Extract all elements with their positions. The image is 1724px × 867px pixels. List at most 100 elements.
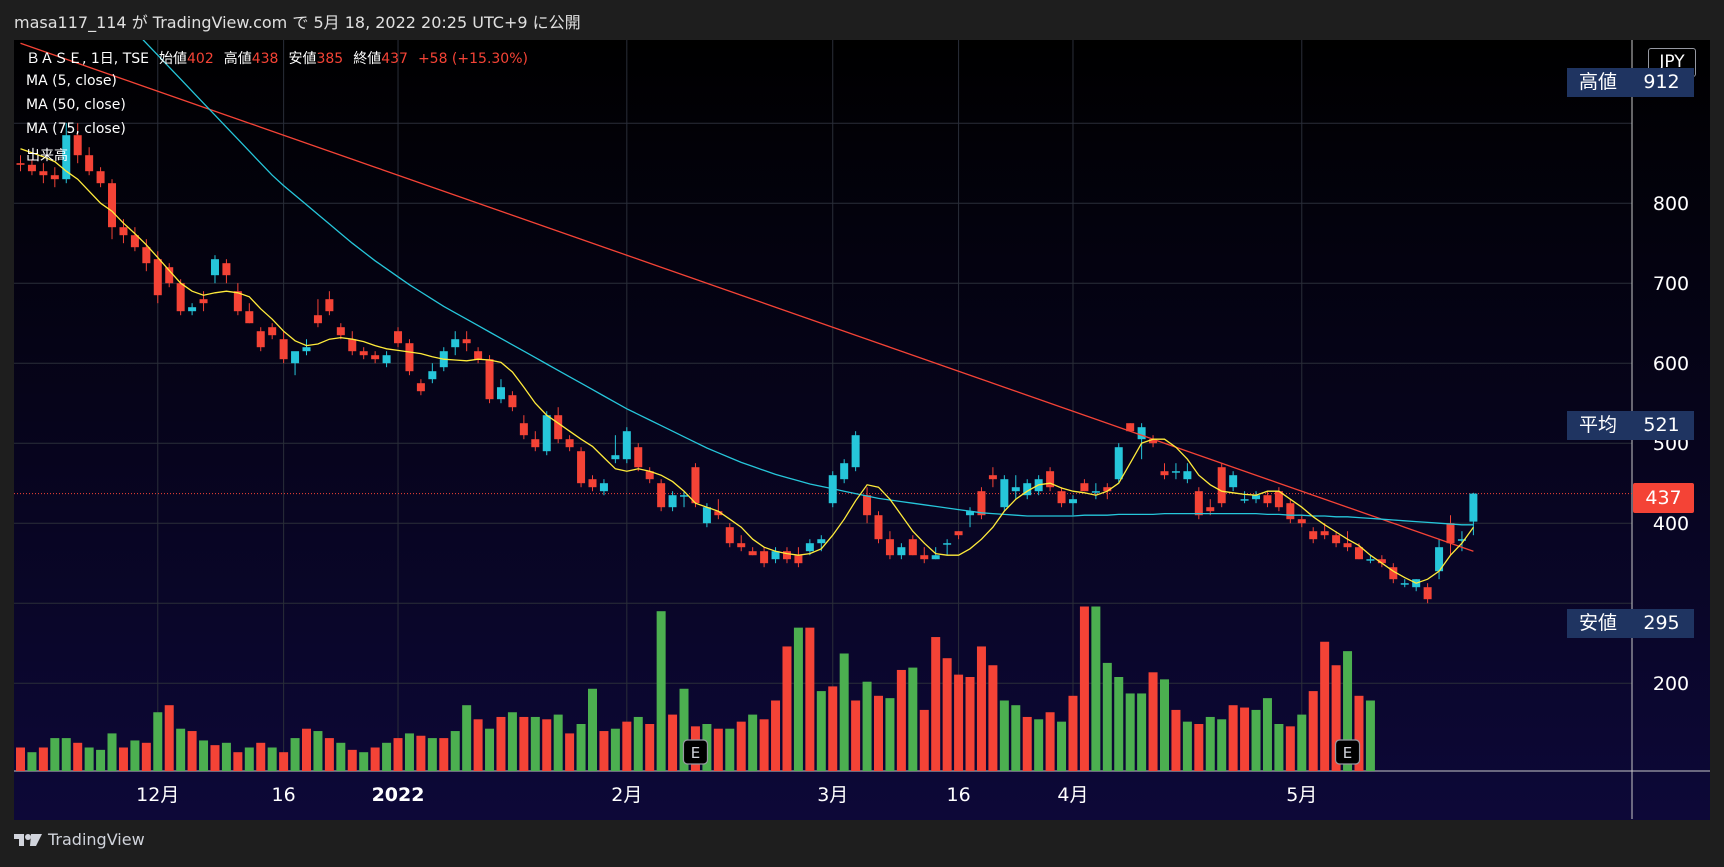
- candle-body: [1389, 567, 1398, 580]
- candle-body: [1080, 483, 1089, 492]
- volume-bar: [759, 719, 769, 771]
- publisher-name[interactable]: masa117_114: [14, 13, 127, 32]
- volume-bars: [16, 606, 1375, 771]
- candle-body: [451, 339, 460, 348]
- ma75-line: [20, 42, 1474, 552]
- candle-body: [394, 331, 403, 344]
- price-tick-label: 700: [1653, 273, 1689, 295]
- volume-bar: [164, 705, 174, 771]
- volume-bar: [1205, 716, 1215, 771]
- candle-body: [1332, 535, 1341, 544]
- candle-body: [897, 547, 906, 556]
- volume-bar: [507, 712, 517, 771]
- candle-body: [62, 135, 71, 180]
- high-tag-label: 高値: [1567, 68, 1629, 97]
- candle-body: [405, 343, 414, 372]
- candle-body: [1320, 531, 1329, 536]
- candle-body: [771, 551, 780, 560]
- current-price-tag: 437: [1633, 483, 1694, 513]
- candle-body: [268, 327, 277, 336]
- volume-bar: [427, 738, 437, 771]
- candle-body: [1354, 547, 1363, 560]
- candle-body: [108, 183, 117, 228]
- high-tag-value: 912: [1629, 68, 1694, 97]
- header-text-1: が: [126, 13, 153, 32]
- earnings-marker[interactable]: [682, 739, 709, 765]
- candle-body: [1011, 487, 1020, 492]
- candle-body: [1023, 483, 1032, 496]
- candle-body: [1137, 427, 1146, 440]
- volume-bar: [1011, 705, 1021, 771]
- candle-body: [714, 511, 723, 516]
- candle-body: [222, 263, 231, 276]
- volume-bar: [942, 658, 952, 771]
- legend-low-label: 安値: [288, 51, 317, 67]
- candle-body: [691, 467, 700, 504]
- volume-bar: [27, 752, 37, 771]
- legend-ma50[interactable]: MA (50, close): [26, 97, 126, 113]
- candle-body: [302, 347, 311, 352]
- volume-bar: [1320, 641, 1330, 771]
- candle-body: [622, 431, 631, 460]
- candle-body: [645, 471, 654, 480]
- time-tick-label: 12月: [136, 784, 179, 806]
- time-tick-label: 16: [272, 784, 296, 806]
- volume-bar: [393, 738, 403, 771]
- volume-bar: [302, 728, 311, 771]
- legend-ma5[interactable]: MA (5, close): [26, 73, 117, 89]
- candle-body: [988, 475, 997, 480]
- publish-info: masa117_114 が TradingView.com で 5月 18, 2…: [14, 9, 581, 33]
- candle-body: [428, 371, 437, 380]
- legend-symbol[interactable]: ＢＡＳＥ, 1日, TSE: [26, 51, 149, 67]
- publish-date: 5月 18, 2022 20:25 UTC+9: [313, 13, 528, 32]
- candle-body: [1435, 547, 1444, 572]
- volume-bar: [588, 688, 597, 771]
- volume-bar: [1102, 662, 1112, 771]
- candle-body: [565, 439, 574, 448]
- volume-bar: [851, 700, 861, 771]
- candle-body: [1446, 523, 1455, 544]
- legend-close-value: 437: [381, 51, 408, 67]
- candle-body: [760, 551, 769, 564]
- candle-body: [348, 339, 357, 352]
- volume-bar: [610, 728, 620, 771]
- candle-body: [588, 479, 597, 488]
- volume-bar: [1114, 677, 1124, 771]
- candle-body: [233, 291, 242, 312]
- candle-body: [279, 339, 288, 360]
- candle-body: [1457, 539, 1466, 541]
- earnings-marker[interactable]: [1334, 739, 1361, 765]
- volume-bar: [382, 742, 392, 771]
- candle-body: [931, 555, 940, 560]
- volume-bar: [118, 747, 128, 771]
- volume-bar: [130, 740, 140, 771]
- candle-body: [1274, 491, 1283, 508]
- volume-bar: [1171, 709, 1181, 771]
- candle-body: [142, 247, 151, 264]
- volume-bar: [976, 646, 986, 771]
- legend-volume[interactable]: 出来高: [26, 148, 68, 164]
- volume-bar: [736, 721, 746, 771]
- volume-bar: [988, 665, 998, 771]
- candle-body: [474, 351, 483, 360]
- volume-bar: [519, 716, 529, 771]
- volume-bar: [416, 735, 426, 771]
- candle-body: [336, 327, 345, 336]
- earnings-marker-label: E: [691, 744, 700, 762]
- price-tick-label: 600: [1653, 353, 1689, 375]
- candle-body: [657, 483, 666, 508]
- candle-body: [153, 259, 162, 296]
- legend-ma75[interactable]: MA (75, close): [26, 121, 126, 137]
- volume-bar: [176, 728, 186, 771]
- tradingview-logo[interactable]: TradingView: [14, 830, 145, 849]
- volume-bar: [828, 686, 838, 771]
- candle-body: [737, 543, 746, 548]
- volume-bar: [267, 747, 277, 771]
- candle-body: [531, 439, 540, 448]
- volume-bar: [50, 738, 60, 771]
- candle-body: [176, 283, 185, 312]
- site-name[interactable]: TradingView.com: [152, 13, 288, 32]
- candle-body: [1366, 559, 1375, 561]
